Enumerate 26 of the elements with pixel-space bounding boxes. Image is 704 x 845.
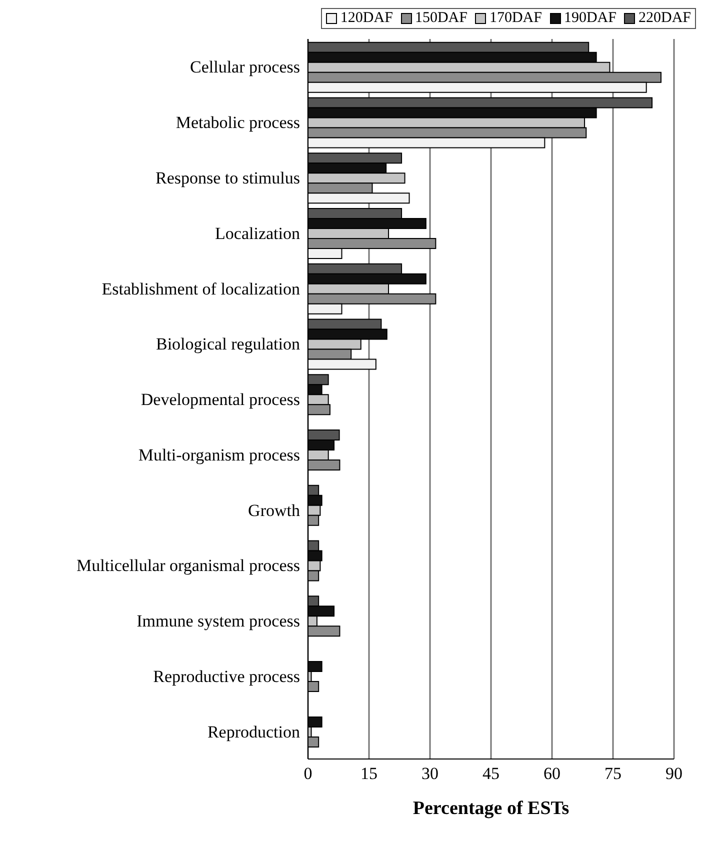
y-tick-label: Immune system process [136,612,300,631]
y-tick-label: Localization [215,224,300,243]
y-tick-label: Developmental process [140,390,300,410]
legend-label: 190DAF [564,10,616,27]
y-tick-label: Growth [248,500,300,520]
x-tick-label: 45 [482,764,500,784]
y-tick-label: Multicellular organismal process [76,556,300,576]
x-tick-label: 75 [604,764,622,784]
legend-label: 150DAF [414,10,468,27]
y-tick-label: Biological regulation [156,334,300,354]
x-axis-title: Percentage of ESTs [412,798,570,819]
y-tick-label: Establishment of localization [102,279,300,298]
x-tick-label: 30 [422,764,438,784]
x-tick-label: 60 [544,764,560,784]
legend-label: 120DAF [340,10,393,27]
x-tick-label: 90 [666,764,682,784]
y-tick-label: Multi-organism process [138,445,300,464]
y-tick-label: Metabolic process [176,113,300,132]
y-tick-label: Reproduction [207,722,300,742]
y-tick-label: Response to stimulus [155,168,300,188]
legend-label: 170DAF [489,10,542,27]
y-tick-label: Cellular process [190,58,300,77]
x-tick-label: 15 [360,764,378,784]
legend-label: 220DAF [638,10,691,27]
y-tick-label: Reproductive process [153,666,300,686]
x-tick-label: 0 [304,764,312,784]
